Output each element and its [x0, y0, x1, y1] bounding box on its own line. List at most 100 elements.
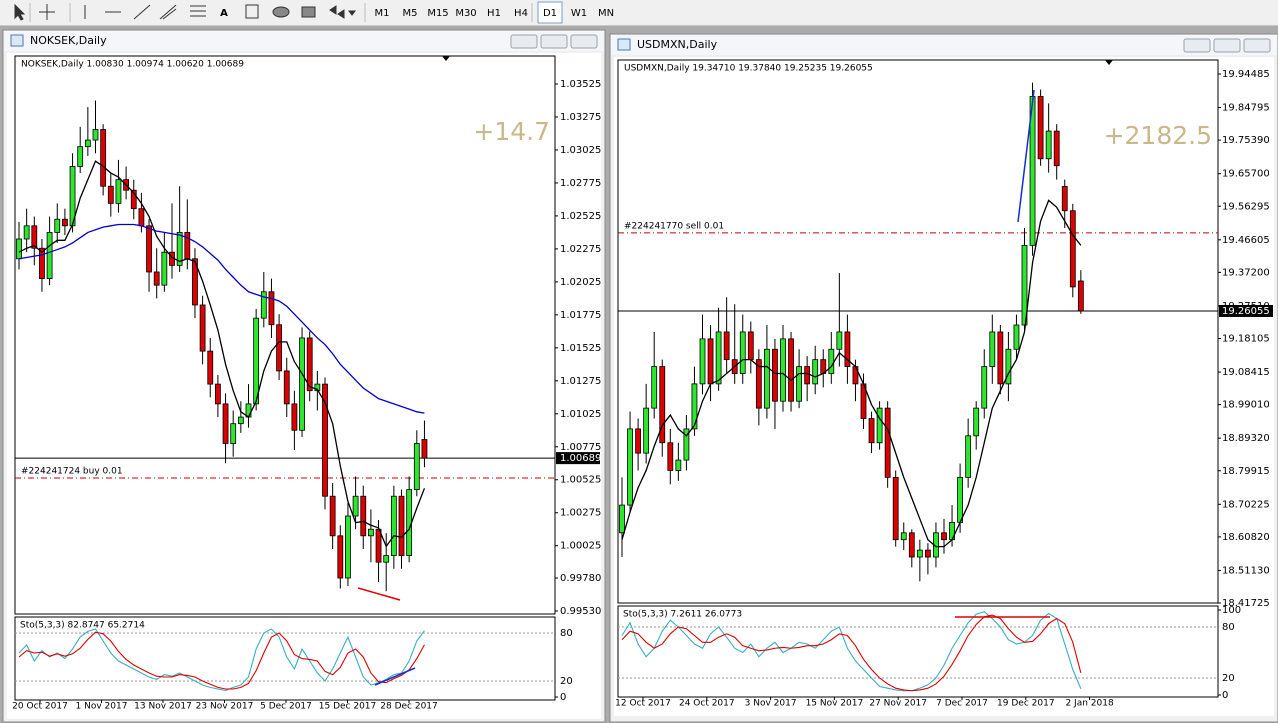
divergence-line: [374, 667, 416, 686]
candle-body: [352, 495, 359, 517]
timeframe-button[interactable]: D1: [543, 8, 557, 19]
candle-body: [667, 442, 674, 471]
candle-body: [222, 403, 229, 444]
active-timeframe-frame: [537, 1, 563, 24]
timeframe-button[interactable]: W1: [571, 8, 587, 19]
crosshair-tool[interactable]: [39, 4, 55, 20]
close-button[interactable]: [570, 34, 598, 49]
price-box: [556, 452, 600, 465]
stoch-main: [621, 611, 1082, 692]
y-tick-label: 1.03525: [560, 79, 601, 90]
chart-header: NOKSEK,Daily 1.00830 1.00974 1.00620 1.0…: [21, 60, 244, 70]
x-tick-label: 27 Nov 2017: [869, 699, 927, 709]
candle-body: [828, 348, 835, 374]
price-box: [1219, 304, 1273, 317]
candle-body: [651, 366, 658, 409]
x-tick-label: 3 Nov 2017: [745, 699, 797, 709]
plot-frame: [617, 59, 1219, 604]
channel-tool[interactable]: [159, 4, 177, 20]
candle-body: [23, 225, 30, 240]
candle-body: [1021, 244, 1028, 326]
maximize-button[interactable]: [540, 34, 568, 49]
tool-icons: [14, 3, 533, 22]
fibo-tool[interactable]: [190, 5, 206, 17]
y-tick-label: 18.89320: [1222, 433, 1270, 444]
candle-body: [207, 350, 214, 385]
y-tick-label: 19.18105: [1222, 334, 1270, 345]
y-tick-label: 19.56295: [1222, 201, 1270, 212]
text-tool[interactable]: A: [220, 8, 228, 19]
profit-label: +14.7: [473, 117, 550, 146]
candle-body: [635, 428, 641, 454]
window-icon: [10, 34, 24, 47]
x-tick-label: 1 Nov 2017: [76, 702, 128, 712]
candle-body: [337, 535, 344, 579]
trendline-tool[interactable]: [133, 4, 151, 20]
candle-body: [276, 324, 283, 372]
timeframe-button[interactable]: H1: [487, 8, 501, 19]
stoch-frame: [617, 605, 1219, 698]
rect-tool[interactable]: [301, 6, 316, 18]
cursor-tool[interactable]: [14, 3, 26, 21]
stoch-label: Sto(5,3,3) 7.2611 26.0773: [623, 610, 742, 620]
y-tick-label: 19.75390: [1222, 135, 1270, 146]
x-tick-label: 15 Dec 2017: [319, 702, 377, 712]
candle-body: [1069, 210, 1076, 288]
candle-body: [925, 549, 931, 558]
maximize-button[interactable]: [1213, 38, 1241, 53]
candle-body: [683, 428, 690, 461]
stoch-label: Sto(5,3,3) 82.8747 65.2714: [20, 621, 145, 631]
ellipse-tool[interactable]: [272, 6, 290, 18]
timeframe-button[interactable]: M1: [375, 8, 390, 19]
window-titlebar: [4, 31, 604, 51]
label-tool[interactable]: [245, 4, 259, 19]
timeframe-button[interactable]: M15: [427, 8, 448, 19]
candle-body: [283, 370, 290, 405]
candle-body: [375, 528, 382, 563]
y-tick-label: 1.02775: [560, 178, 601, 189]
candle-body: [199, 304, 206, 352]
candle-body: [130, 189, 137, 210]
candle-body: [322, 383, 328, 497]
candle-body: [367, 528, 374, 537]
toolbar-separators: [29, 3, 533, 22]
stoch-frame: [14, 616, 556, 701]
y-tick-label: 18.60820: [1222, 532, 1270, 543]
candle-body: [16, 238, 22, 260]
y-tick-label: 18.51130: [1222, 565, 1270, 576]
window-title: USDMXN,Daily: [637, 38, 718, 51]
price-label: 19.26055: [1222, 306, 1270, 317]
candle-body: [62, 218, 68, 227]
minimize-button[interactable]: [1183, 38, 1211, 53]
divergence-line: [357, 587, 401, 601]
arrows-tool[interactable]: [329, 5, 356, 19]
minimize-button[interactable]: [510, 34, 538, 49]
moving-average: [621, 199, 1082, 548]
y-tick-label: 18.70225: [1222, 499, 1270, 510]
y-tick-label: 1.03025: [560, 145, 601, 156]
candle-body: [46, 232, 53, 279]
close-button[interactable]: [1243, 38, 1271, 53]
candle-body: [100, 129, 107, 187]
timeframe-button[interactable]: M5: [403, 8, 418, 19]
stoch-tick-label: 20: [1222, 673, 1235, 684]
candle-body: [715, 331, 722, 385]
candle-body: [755, 359, 762, 409]
candle-body: [413, 443, 420, 491]
candle-body: [764, 348, 770, 409]
stoch-tick-label: 0: [560, 692, 566, 703]
candle-body: [398, 495, 405, 556]
candle-body: [306, 337, 313, 392]
x-tick-label: 24 Oct 2017: [679, 699, 735, 709]
candle-body: [989, 331, 996, 367]
candle-body: [619, 504, 625, 534]
candle-body: [214, 383, 221, 405]
candle-body: [643, 407, 650, 454]
timeframe-button[interactable]: MN: [598, 8, 614, 19]
candle-body: [796, 366, 802, 402]
timeframe-button[interactable]: M30: [455, 8, 476, 19]
timeframe-button[interactable]: H4: [514, 8, 528, 19]
candle-body: [39, 247, 45, 279]
y-tick-label: 1.00775: [560, 442, 601, 453]
y-tick-label: 18.79915: [1222, 466, 1270, 477]
